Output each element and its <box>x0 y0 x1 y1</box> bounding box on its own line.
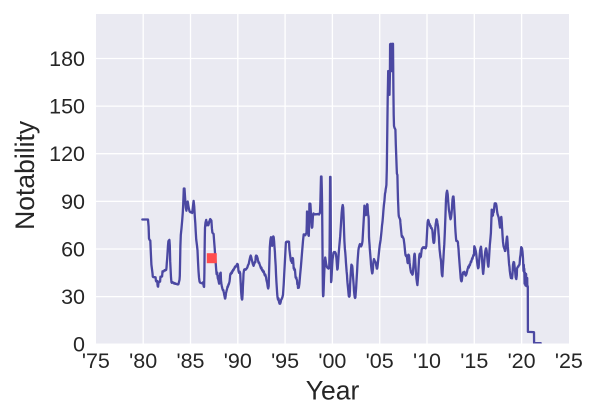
svg-text:180: 180 <box>49 47 85 71</box>
svg-text:60: 60 <box>61 238 85 262</box>
svg-text:'85: '85 <box>176 349 204 373</box>
svg-text:'90: '90 <box>224 349 252 373</box>
svg-text:150: 150 <box>49 95 85 119</box>
svg-text:'95: '95 <box>271 349 299 373</box>
svg-text:'15: '15 <box>460 349 488 373</box>
svg-text:'80: '80 <box>129 349 157 373</box>
svg-text:'05: '05 <box>366 349 394 373</box>
svg-text:120: 120 <box>49 142 85 166</box>
svg-text:90: 90 <box>61 190 85 214</box>
svg-text:'75: '75 <box>82 349 110 373</box>
svg-text:'00: '00 <box>318 349 346 373</box>
svg-text:'10: '10 <box>413 349 441 373</box>
svg-text:'20: '20 <box>508 349 536 373</box>
svg-text:Notability: Notability <box>10 120 40 230</box>
svg-text:0: 0 <box>73 333 85 357</box>
svg-text:30: 30 <box>61 285 85 309</box>
svg-text:'25: '25 <box>555 349 583 373</box>
svg-text:Year: Year <box>306 376 360 406</box>
